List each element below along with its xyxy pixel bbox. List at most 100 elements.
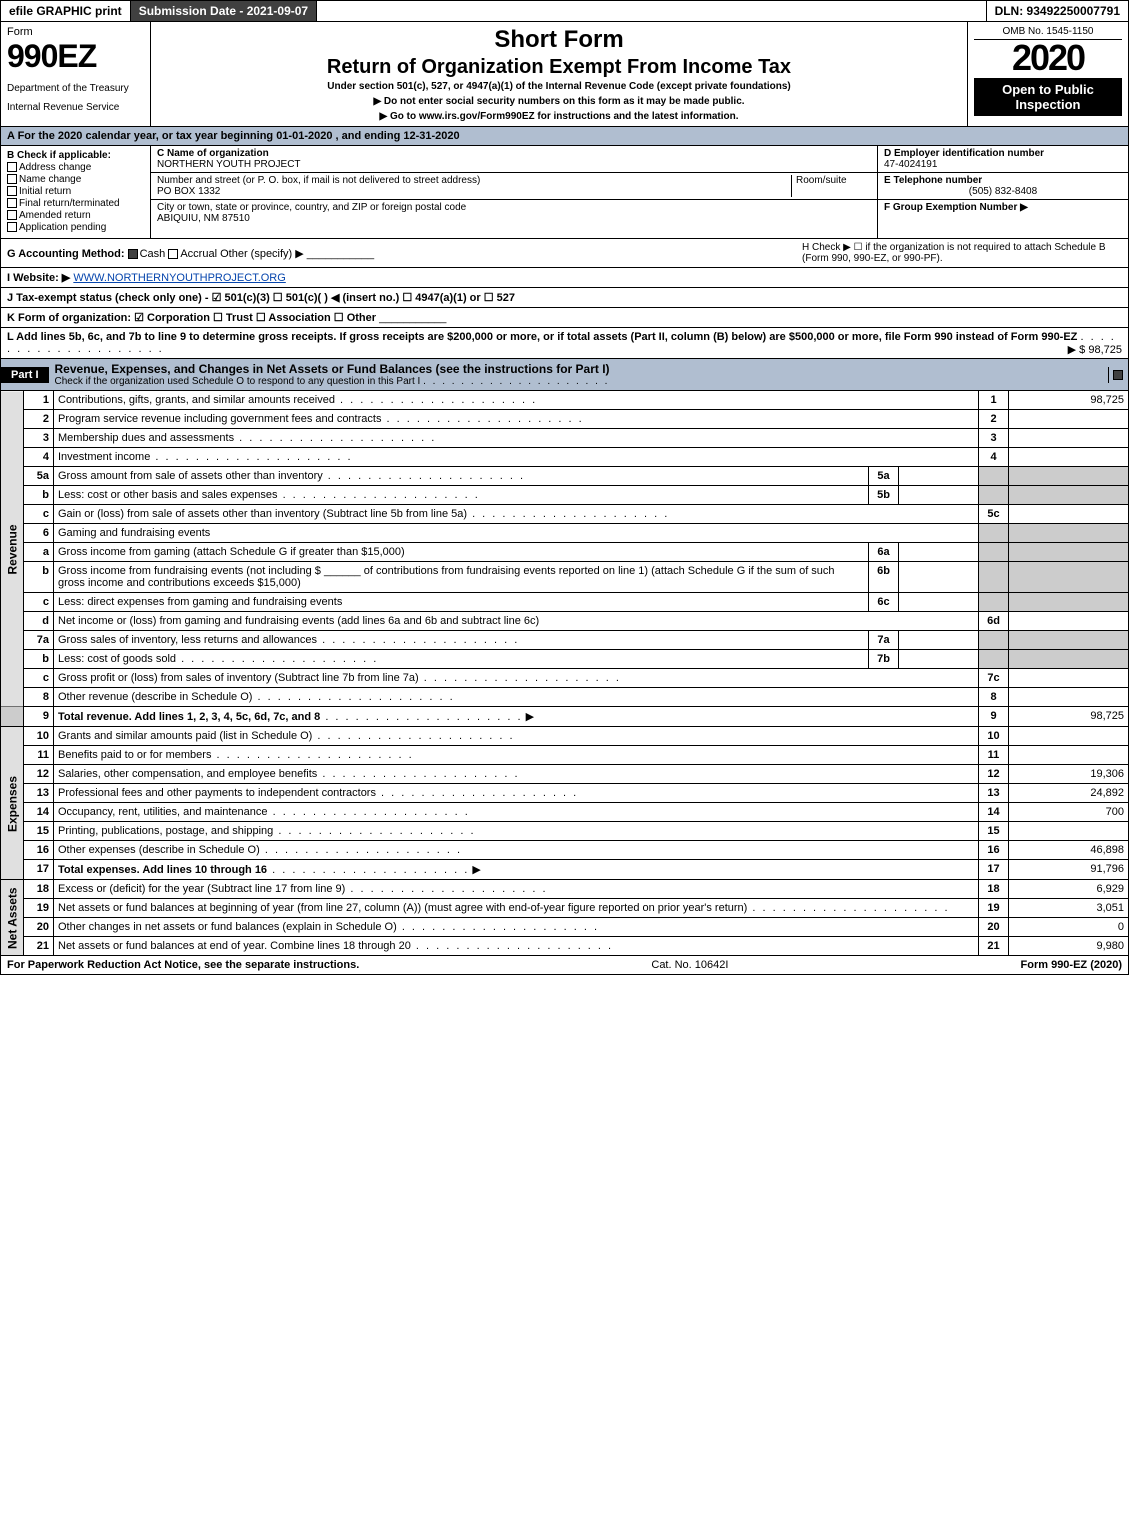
dots: [381, 413, 583, 425]
line-rnum: 2: [979, 410, 1009, 429]
line-desc: Occupancy, rent, utilities, and maintena…: [58, 806, 268, 818]
form-header: Form 990EZ Department of the Treasury In…: [0, 22, 1129, 127]
chk-name-change[interactable]: Name change: [7, 174, 144, 185]
return-title: Return of Organization Exempt From Incom…: [157, 56, 961, 79]
line-value: 46,898: [1009, 841, 1129, 860]
row-l: L Add lines 5b, 6c, and 7b to line 9 to …: [0, 328, 1129, 359]
line-value: [1009, 746, 1129, 765]
line-desc: Gross amount from sale of assets other t…: [58, 470, 323, 482]
chk-pending[interactable]: Application pending: [7, 222, 144, 233]
chk-amended[interactable]: Amended return: [7, 210, 144, 221]
line-desc: Gross income from fundraising events (no…: [58, 565, 321, 577]
line-rnum: 13: [979, 784, 1009, 803]
line-rnum: 5c: [979, 505, 1009, 524]
box-h: H Check ▶ ☐ if the organization is not r…: [802, 242, 1122, 264]
line-rnum: 10: [979, 727, 1009, 746]
entity-block: B Check if applicable: Address change Na…: [0, 146, 1129, 239]
note-goto-text: ▶ Go to www.irs.gov/Form990EZ for instru…: [379, 111, 738, 122]
line-rnum: 4: [979, 448, 1009, 467]
line-desc: Gain or (loss) from sale of assets other…: [58, 508, 467, 520]
room-label: Room/suite: [796, 175, 847, 186]
chk-address-change[interactable]: Address change: [7, 162, 144, 173]
row-k: K Form of organization: ☑ Corporation ☐ …: [0, 308, 1129, 328]
line-desc: Less: direct expenses from gaming and fu…: [58, 596, 342, 608]
line-value: [1009, 410, 1129, 429]
line-desc: Gross sales of inventory, less returns a…: [58, 634, 317, 646]
dots: [320, 711, 522, 723]
line-rnum: 1: [979, 391, 1009, 410]
chk-final-return[interactable]: Final return/terminated: [7, 198, 144, 209]
checkbox-icon: [7, 186, 17, 196]
checkbox-icon: [7, 222, 17, 232]
grey-cell: [979, 631, 1009, 650]
dots: [252, 691, 454, 703]
line-num: 21: [24, 937, 54, 956]
website-link[interactable]: WWW.NORTHERNYOUTHPROJECT.ORG: [73, 272, 285, 284]
row-j: J Tax-exempt status (check only one) - ☑…: [0, 288, 1129, 308]
sidebar-expenses: Expenses: [1, 727, 24, 880]
arrow-icon: ▶: [472, 864, 480, 876]
short-form-title: Short Form: [157, 26, 961, 54]
line-rnum: 16: [979, 841, 1009, 860]
line-value: 24,892: [1009, 784, 1129, 803]
line-rnum: 17: [979, 860, 1009, 880]
dots: [335, 394, 537, 406]
dots: [234, 432, 436, 444]
line-desc: Salaries, other compensation, and employ…: [58, 768, 317, 780]
line-num: c: [24, 505, 54, 524]
dots: [268, 806, 470, 818]
line-num: 16: [24, 841, 54, 860]
subline-val: [899, 631, 979, 650]
dots: [150, 451, 352, 463]
line-desc: Total expenses. Add lines 10 through 16: [58, 864, 267, 876]
department-label: Department of the Treasury: [7, 83, 144, 94]
subline-num: 6a: [869, 543, 899, 562]
line-desc: Printing, publications, postage, and shi…: [58, 825, 273, 837]
line-rnum: 7c: [979, 669, 1009, 688]
subline-val: [899, 562, 979, 593]
part1-checkbox[interactable]: [1108, 367, 1128, 383]
subtitle: Under section 501(c), 527, or 4947(a)(1)…: [157, 81, 961, 92]
line-num: 15: [24, 822, 54, 841]
line-num: 2: [24, 410, 54, 429]
line-rnum: 9: [979, 707, 1009, 727]
line-num: 7a: [24, 631, 54, 650]
chk-label: Amended return: [19, 210, 91, 221]
line-num: b: [24, 650, 54, 669]
line-desc: Net income or (loss) from gaming and fun…: [58, 615, 539, 627]
chk-initial-return[interactable]: Initial return: [7, 186, 144, 197]
dots: [467, 508, 669, 520]
grey-cell: [1009, 467, 1129, 486]
box-j-label: J Tax-exempt status (check only one) - ☑…: [7, 292, 515, 304]
chk-label: Initial return: [19, 186, 71, 197]
grey-cell: [979, 562, 1009, 593]
subline-val: [899, 593, 979, 612]
line-rnum: 21: [979, 937, 1009, 956]
box-k-label: K Form of organization: ☑ Corporation ☐ …: [7, 312, 376, 324]
top-bar: efile GRAPHIC print Submission Date - 20…: [0, 0, 1129, 22]
line-desc: Contributions, gifts, grants, and simila…: [58, 394, 335, 406]
line-desc: Grants and similar amounts paid (list in…: [58, 730, 312, 742]
street-value: PO BOX 1332: [157, 186, 220, 197]
submission-date: Submission Date - 2021-09-07: [131, 1, 317, 21]
line-rnum: 14: [979, 803, 1009, 822]
dots: [312, 730, 514, 742]
checkbox-icon: [1113, 370, 1123, 380]
line-rnum: 15: [979, 822, 1009, 841]
box-i-label: I Website: ▶: [7, 272, 70, 284]
chk-label: Address change: [19, 162, 91, 173]
line-value: [1009, 448, 1129, 467]
lines-table: Revenue 1 Contributions, gifts, grants, …: [0, 391, 1129, 956]
dots: [747, 902, 949, 914]
line-num: b: [24, 486, 54, 505]
line-num: 4: [24, 448, 54, 467]
subline-num: 6b: [869, 562, 899, 593]
line-value: 6,929: [1009, 880, 1129, 899]
dots: [176, 653, 378, 665]
org-name: NORTHERN YOUTH PROJECT: [157, 159, 301, 170]
efile-label: efile GRAPHIC print: [1, 1, 131, 21]
line-num: b: [24, 562, 54, 593]
line-value: [1009, 822, 1129, 841]
subline-val: [899, 650, 979, 669]
grey-cell: [979, 486, 1009, 505]
